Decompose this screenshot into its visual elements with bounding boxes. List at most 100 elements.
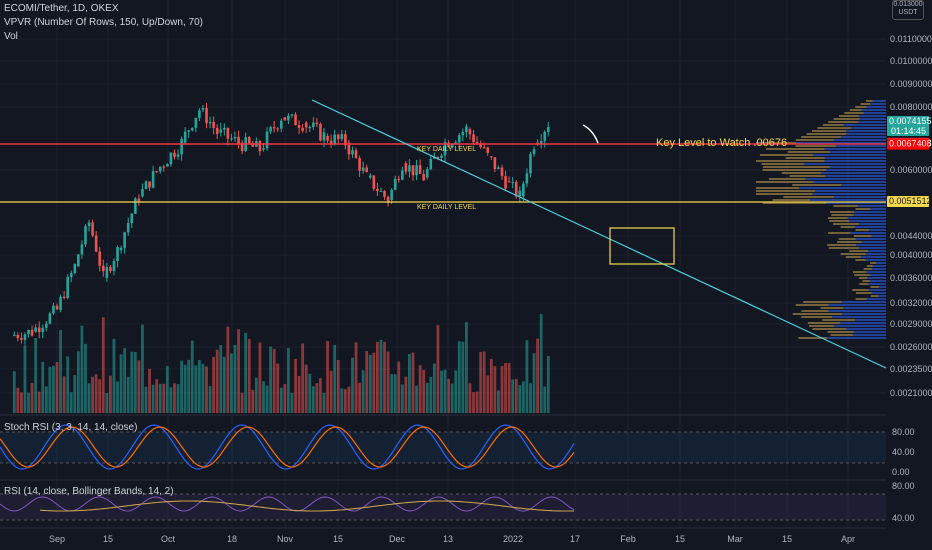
volume-bar xyxy=(205,366,208,413)
vp-down-bar xyxy=(831,214,854,216)
vp-down-bar xyxy=(828,247,860,249)
volume-bar xyxy=(308,373,312,413)
candle-body xyxy=(173,152,176,157)
price-tag xyxy=(887,116,929,136)
candle-body xyxy=(518,190,522,197)
vp-up-bar xyxy=(846,130,886,132)
vpvr-label[interactable]: VPVR (Number Of Rows, 150, Up/Down, 70) xyxy=(4,17,203,28)
volume-bar xyxy=(486,375,490,413)
volume-bar xyxy=(347,386,351,413)
candle-body xyxy=(482,147,486,149)
volume-bar xyxy=(372,352,376,413)
vol-label[interactable]: Vol xyxy=(4,31,18,42)
volume-bar xyxy=(283,384,287,413)
candlesticks[interactable] xyxy=(12,102,550,345)
candle-body xyxy=(16,335,20,339)
candle-body xyxy=(194,117,198,128)
vp-up-bar xyxy=(865,253,886,255)
volume-bar xyxy=(162,383,166,413)
vp-up-bar xyxy=(813,181,886,183)
vp-down-bar xyxy=(859,277,868,279)
candle-body xyxy=(539,140,543,145)
candle-body xyxy=(208,121,212,124)
vp-up-bar xyxy=(824,175,886,177)
vp-down-bar xyxy=(756,187,800,189)
rsi-label[interactable]: RSI (14, close, Bollinger Bands, 14, 2) xyxy=(4,486,174,497)
candle-body xyxy=(20,338,23,340)
stoch-tick-label: 0.00 xyxy=(892,467,910,477)
volume-bar xyxy=(319,378,322,413)
volume-bar xyxy=(443,369,447,413)
volume-bar xyxy=(44,386,48,413)
vp-down-bar xyxy=(798,337,827,339)
time-tick-label: Dec xyxy=(389,534,406,544)
annotations[interactable]: KEY DAILY LEVEL KEY DAILY LEVEL Key Level … xyxy=(417,137,787,211)
candle-body xyxy=(80,244,84,255)
level-lines[interactable] xyxy=(0,99,887,369)
vp-up-bar xyxy=(812,193,886,195)
vp-up-bar xyxy=(871,268,886,270)
vp-up-bar xyxy=(840,322,886,324)
vp-up-bar xyxy=(858,115,886,117)
vp-down-bar xyxy=(807,322,841,324)
candle-body xyxy=(205,108,208,124)
volume-bar xyxy=(440,370,443,413)
volume-bar xyxy=(109,375,112,413)
vp-down-bar xyxy=(870,295,879,297)
candle-body xyxy=(304,122,308,128)
volume-bar xyxy=(169,387,173,413)
time-tick-label: 15 xyxy=(675,534,685,544)
price-tag xyxy=(887,138,929,150)
candle-body xyxy=(283,117,287,121)
time-tick-label: Mar xyxy=(727,534,743,544)
volume-bar xyxy=(251,389,255,413)
candle-body xyxy=(77,254,80,267)
vp-up-bar xyxy=(866,298,886,300)
vp-down-bar xyxy=(840,253,866,255)
currency-badge[interactable]: 0.013000 USDT xyxy=(892,0,924,20)
vp-down-bar xyxy=(817,127,852,129)
volume-bar xyxy=(237,329,240,413)
vp-down-bar xyxy=(855,208,871,210)
volume-bar xyxy=(219,345,223,413)
volume-bar xyxy=(290,392,294,413)
vp-up-bar xyxy=(861,109,886,111)
stoch-rsi-label[interactable]: Stoch RSI (3, 3, 14, 14, close) xyxy=(4,422,138,433)
vp-down-bar xyxy=(827,217,848,219)
volume-bar xyxy=(343,389,347,413)
price-tick-label: 0.0032000 xyxy=(890,298,932,308)
vp-up-bar xyxy=(805,178,886,180)
volume-bar xyxy=(165,366,169,413)
time-tick-label: 13 xyxy=(443,534,453,544)
vp-up-bar xyxy=(851,127,886,129)
candle-body xyxy=(87,222,91,227)
volume-bar xyxy=(340,388,344,413)
candle-body xyxy=(55,305,59,310)
projection-arrow xyxy=(582,124,599,144)
target-box xyxy=(609,227,675,265)
price-tick-label: 0.0040000 xyxy=(890,250,932,260)
vp-down-bar xyxy=(785,157,825,159)
candle-body xyxy=(287,115,290,121)
vp-up-bar xyxy=(824,148,886,150)
volume-bar xyxy=(482,351,486,413)
candle-body xyxy=(418,165,422,174)
volume-bar xyxy=(187,359,191,413)
candle-body xyxy=(425,169,429,178)
vp-down-bar xyxy=(801,136,841,138)
candle-body xyxy=(158,166,162,172)
vp-up-bar xyxy=(832,316,886,318)
key-daily-level-label: KEY DAILY LEVEL xyxy=(417,146,476,153)
volume-bar xyxy=(52,365,55,413)
volume-bar xyxy=(126,376,130,413)
volume-bar xyxy=(354,342,358,413)
vp-down-bar xyxy=(768,178,806,180)
vp-up-bar xyxy=(871,235,886,237)
candle-body xyxy=(137,198,141,202)
candle-body xyxy=(37,327,41,333)
vp-down-bar xyxy=(772,199,810,201)
volume-bar xyxy=(269,346,272,413)
volume-bar xyxy=(436,325,440,413)
volume-bar xyxy=(230,353,233,413)
